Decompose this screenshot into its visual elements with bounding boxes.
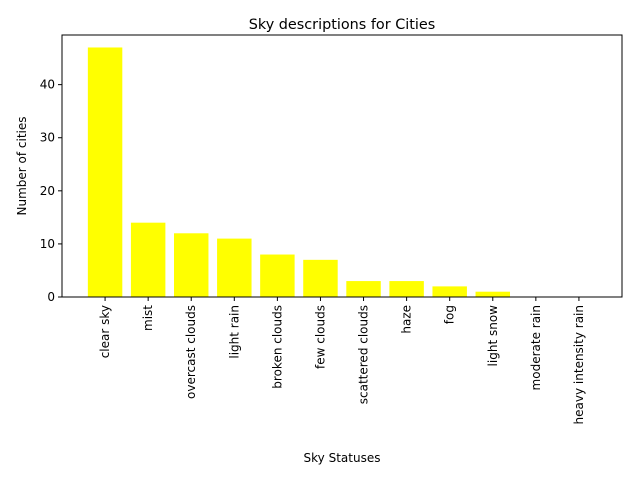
bar-light-rain [217, 238, 252, 297]
x-tick-label: broken clouds [270, 305, 284, 389]
x-tick-label: haze [400, 305, 414, 334]
bars-group [87, 47, 510, 297]
x-tick-label: heavy intensity rain [572, 305, 586, 424]
bar-broken-clouds [260, 254, 295, 297]
y-tick-label: 30 [40, 131, 55, 145]
bar-fog [432, 286, 467, 297]
bar-haze [389, 281, 424, 297]
x-tick-label: scattered clouds [357, 305, 371, 404]
x-tick-label: few clouds [313, 305, 327, 369]
x-axis: clear sky mist overcast clouds light rain br… [98, 297, 586, 424]
bar-light-snow [475, 291, 510, 297]
x-tick-label: light rain [227, 305, 241, 359]
y-tick-label: 0 [47, 290, 55, 304]
bar-clear-sky [87, 47, 123, 297]
x-axis-label: Sky Statuses [304, 451, 381, 465]
plot-frame [61, 34, 623, 298]
y-axis-label: Number of cities [15, 116, 29, 215]
bar-mist [130, 222, 166, 297]
x-tick-label: clear sky [98, 305, 112, 358]
bar-overcast-clouds [174, 233, 209, 297]
x-tick-label: light snow [486, 305, 500, 367]
x-tick-label: moderate rain [529, 305, 543, 390]
x-tick-label: fog [443, 305, 457, 324]
y-tick-label: 40 [40, 78, 55, 92]
bar-scattered-clouds [346, 281, 381, 297]
x-tick-label: overcast clouds [184, 305, 198, 399]
y-tick-label: 10 [40, 237, 55, 251]
x-tick-label: mist [141, 305, 155, 331]
y-tick-label: 20 [40, 184, 55, 198]
chart-title: Sky descriptions for Cities [249, 17, 436, 33]
bar-few-clouds [303, 259, 338, 297]
y-axis: 0 10 20 30 40 [40, 78, 62, 304]
